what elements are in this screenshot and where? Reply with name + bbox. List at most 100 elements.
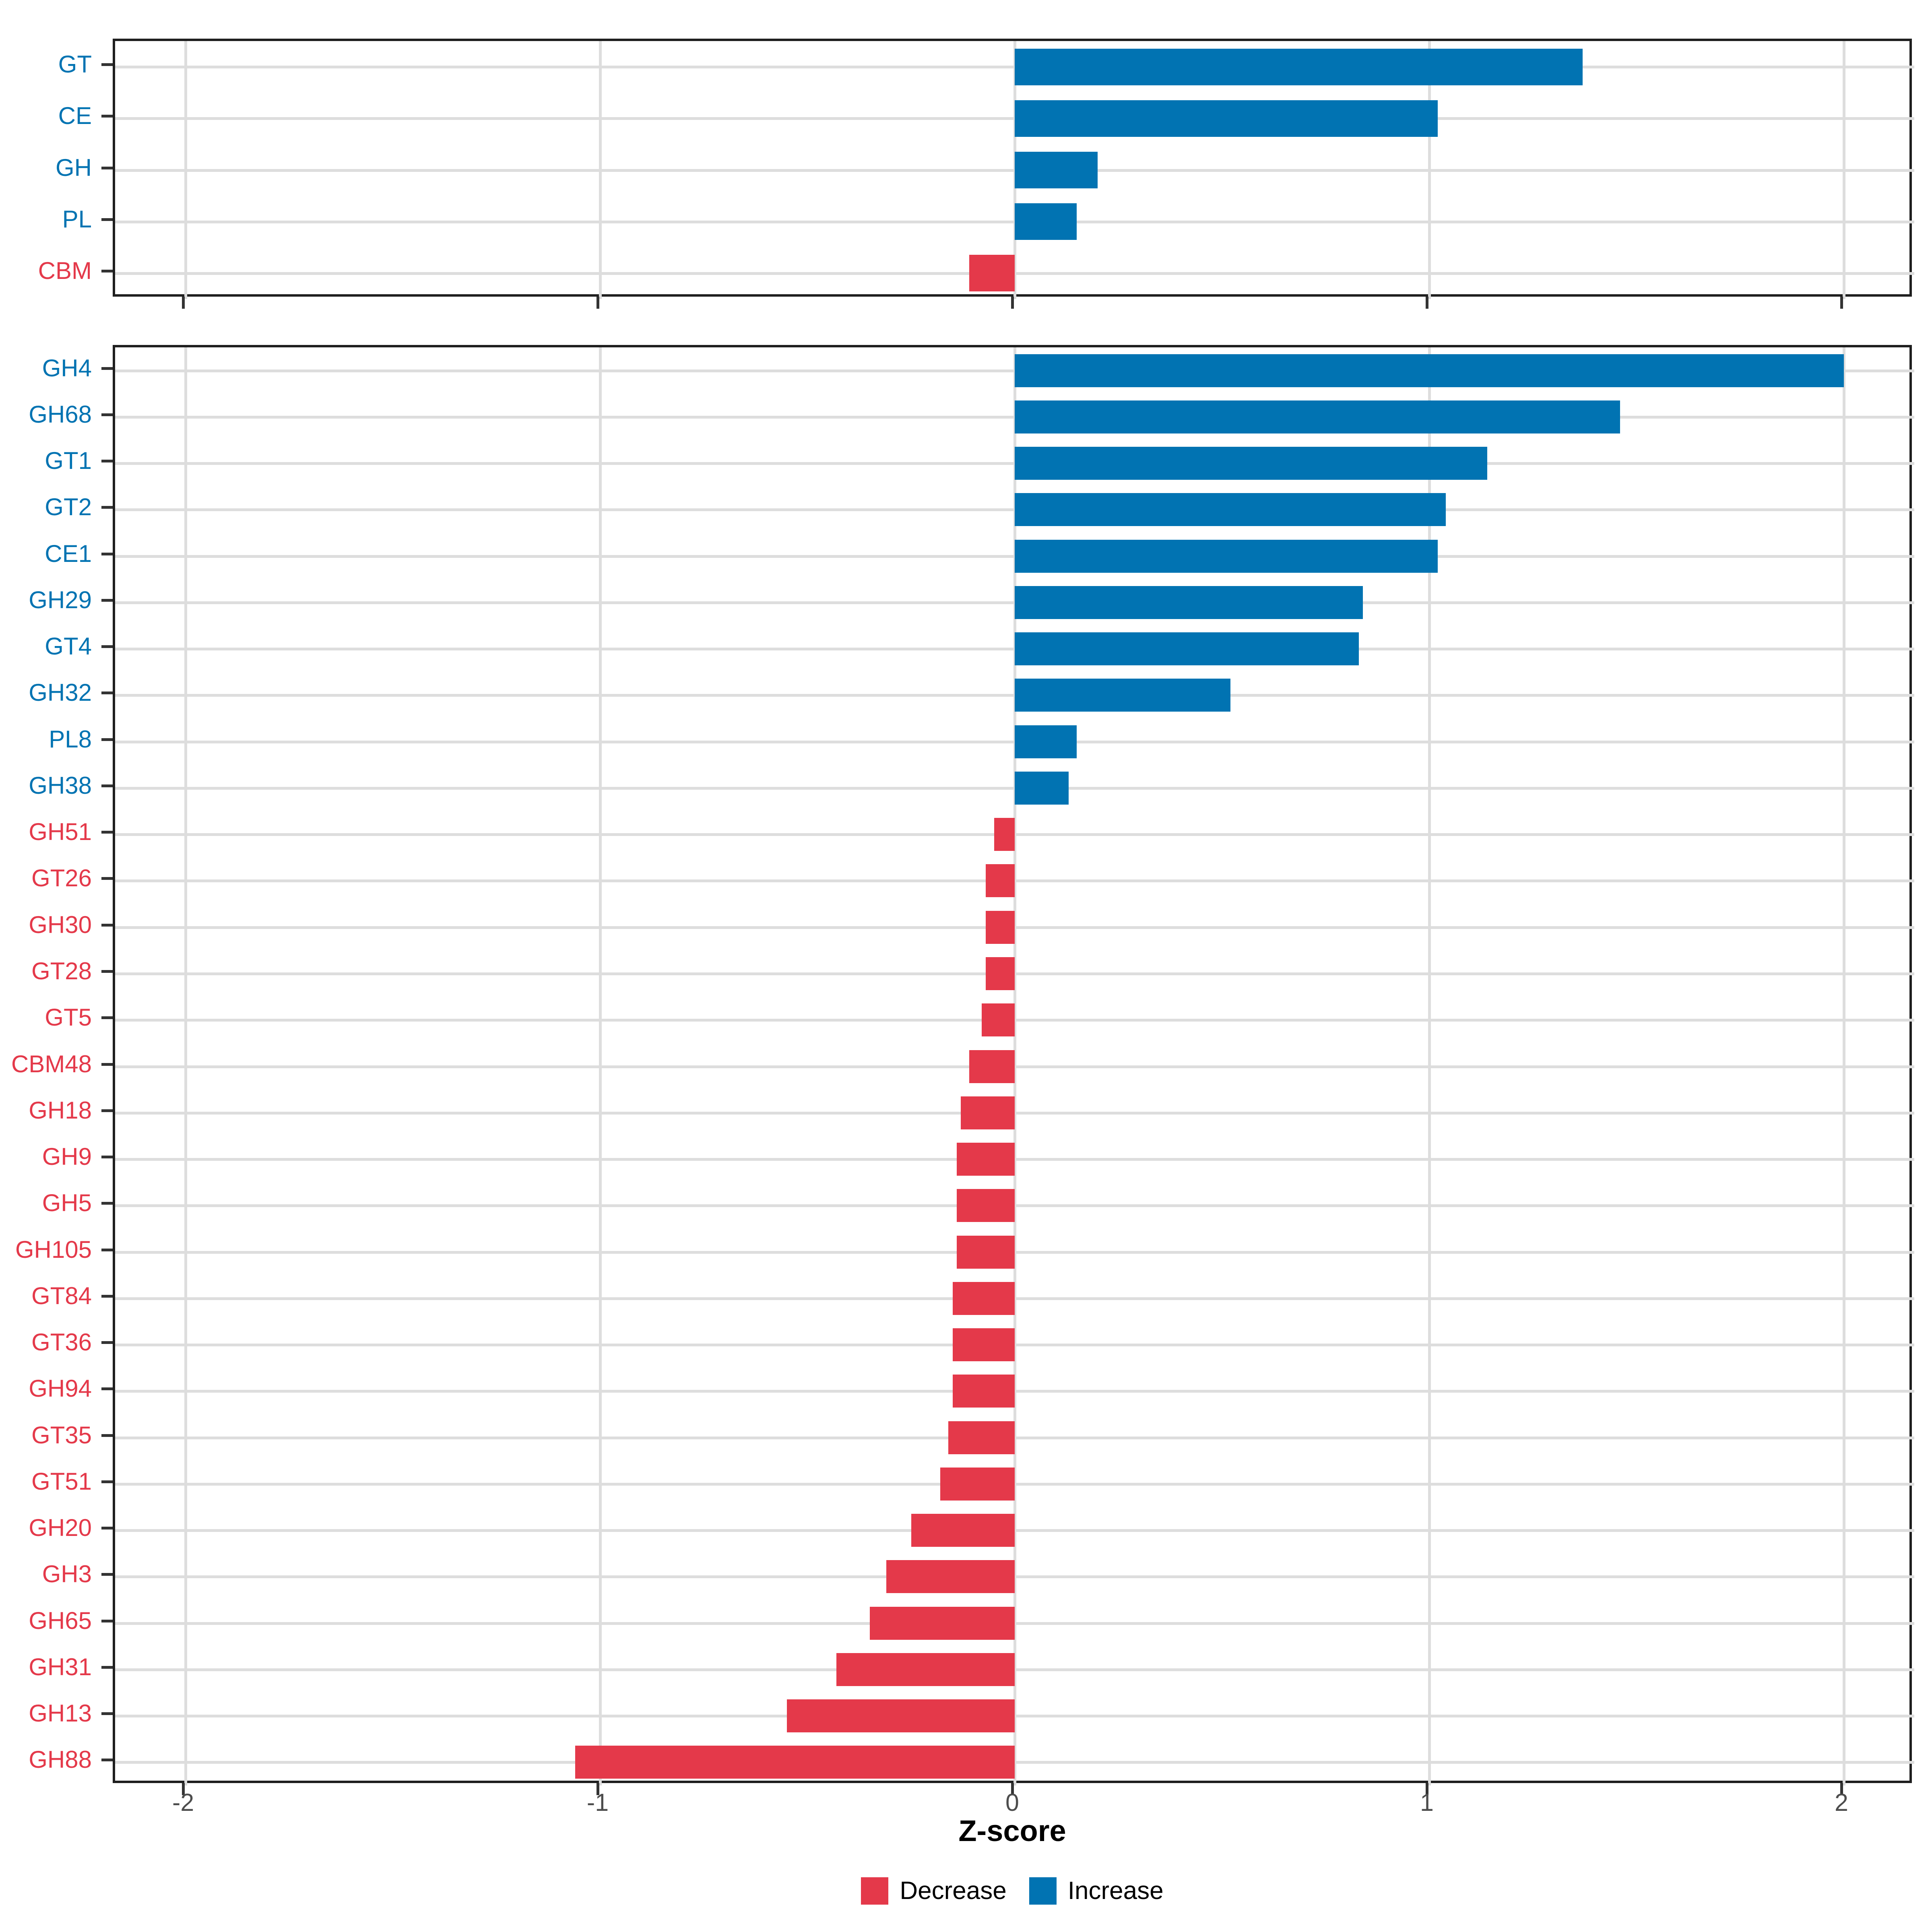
y-axis-tick bbox=[101, 923, 113, 927]
bar-gh20 bbox=[911, 1514, 1015, 1547]
legend-item-increase: Increase bbox=[1029, 1877, 1164, 1905]
x-axis-tick bbox=[182, 1783, 185, 1795]
y-axis-label-gt26: GT26 bbox=[31, 865, 92, 892]
y-axis-label-gh88: GH88 bbox=[29, 1746, 92, 1773]
y-axis-label-ce1: CE1 bbox=[45, 540, 92, 567]
y-axis-tick bbox=[101, 1527, 113, 1530]
y-axis-tick bbox=[101, 1759, 113, 1762]
y-axis-tick bbox=[101, 115, 113, 118]
y-axis-tick bbox=[101, 970, 113, 973]
y-axis-tick bbox=[101, 413, 113, 416]
bar-gh30 bbox=[985, 910, 1015, 944]
y-axis-label-gh29: GH29 bbox=[29, 586, 92, 613]
x-axis-tick bbox=[597, 297, 600, 309]
bar-gh5 bbox=[956, 1189, 1015, 1222]
y-axis-label-gt28: GT28 bbox=[31, 957, 92, 985]
y-axis-label-gh13: GH13 bbox=[29, 1700, 92, 1727]
y-gridline bbox=[115, 1065, 1914, 1068]
y-axis-tick bbox=[101, 1109, 113, 1112]
legend-key-increase-swatch bbox=[1029, 1877, 1057, 1905]
bar-gt28 bbox=[985, 957, 1015, 990]
y-gridline bbox=[115, 1668, 1914, 1671]
y-gridline bbox=[115, 926, 1914, 929]
y-gridline bbox=[115, 1622, 1914, 1625]
y-gridline bbox=[115, 1482, 1914, 1486]
y-axis-tick bbox=[101, 645, 113, 648]
bar-gt36 bbox=[952, 1328, 1015, 1362]
y-axis-label-gh51: GH51 bbox=[29, 818, 92, 846]
x-axis-tick bbox=[1840, 1783, 1843, 1795]
y-axis-label-pl: PL bbox=[62, 205, 92, 233]
y-axis-tick bbox=[101, 1341, 113, 1344]
y-gridline bbox=[115, 1390, 1914, 1393]
bar-gh31 bbox=[836, 1653, 1015, 1686]
bar-gh88 bbox=[575, 1746, 1015, 1779]
y-axis-tick bbox=[101, 367, 113, 370]
y-gridline bbox=[115, 1111, 1914, 1115]
y-gridline bbox=[115, 272, 1914, 275]
y-axis-tick bbox=[101, 1573, 113, 1576]
y-axis-tick bbox=[101, 1156, 113, 1159]
y-axis-label-gh3: GH3 bbox=[42, 1560, 92, 1588]
bar-gh94 bbox=[952, 1375, 1015, 1408]
bar-gh3 bbox=[886, 1560, 1015, 1593]
y-axis-tick bbox=[101, 269, 113, 272]
x-axis-tick bbox=[1425, 297, 1428, 309]
x-axis-title: Z-score bbox=[958, 1814, 1066, 1847]
x-axis-tick bbox=[1425, 1783, 1428, 1795]
bar-gh65 bbox=[869, 1606, 1015, 1640]
y-axis-tick bbox=[101, 1480, 113, 1483]
legend-label-decrease: Decrease bbox=[900, 1877, 1007, 1905]
y-axis-label-gh9: GH9 bbox=[42, 1143, 92, 1170]
y-axis-label-ce: CE bbox=[58, 102, 92, 130]
y-axis-tick bbox=[101, 877, 113, 880]
y-gridline bbox=[115, 879, 1914, 883]
bar-cbm bbox=[969, 255, 1015, 292]
y-axis-label-gh38: GH38 bbox=[29, 772, 92, 799]
y-axis-tick bbox=[101, 738, 113, 741]
y-gridline bbox=[115, 1529, 1914, 1532]
bar-gt2 bbox=[1015, 493, 1446, 526]
legend-item-decrease: Decrease bbox=[861, 1877, 1007, 1905]
bar-gt4 bbox=[1015, 632, 1359, 666]
y-axis-tick bbox=[101, 691, 113, 695]
y-axis-tick bbox=[101, 831, 113, 834]
bar-ce1 bbox=[1015, 539, 1438, 573]
y-axis-tick bbox=[101, 63, 113, 66]
legend-key-decrease-swatch bbox=[861, 1877, 889, 1905]
y-axis-tick bbox=[101, 1248, 113, 1251]
y-axis-label-gt2: GT2 bbox=[45, 493, 92, 521]
y-axis-label-cbm48: CBM48 bbox=[11, 1050, 92, 1077]
y-axis-tick bbox=[101, 599, 113, 602]
y-axis-tick bbox=[101, 1666, 113, 1669]
panel-family-level bbox=[113, 345, 1914, 1785]
y-gridline bbox=[115, 972, 1914, 975]
y-gridline bbox=[115, 833, 1914, 836]
y-axis-label-gh105: GH105 bbox=[15, 1236, 92, 1263]
y-axis-label-gh20: GH20 bbox=[29, 1514, 92, 1542]
y-axis-tick bbox=[101, 784, 113, 787]
y-gridline bbox=[115, 1344, 1914, 1347]
x-axis-tick-label: 0 bbox=[1005, 1789, 1019, 1816]
y-axis-label-gt84: GT84 bbox=[31, 1282, 92, 1309]
y-axis-tick bbox=[101, 1016, 113, 1020]
bar-gh29 bbox=[1015, 586, 1363, 619]
y-axis-tick bbox=[101, 1434, 113, 1437]
y-axis-tick bbox=[101, 1712, 113, 1715]
y-axis-tick bbox=[101, 218, 113, 221]
y-axis-label-gt35: GT35 bbox=[31, 1421, 92, 1449]
y-axis-tick bbox=[101, 552, 113, 555]
y-axis-label-gh65: GH65 bbox=[29, 1607, 92, 1634]
bar-cbm48 bbox=[969, 1050, 1015, 1083]
y-axis-tick bbox=[101, 460, 113, 463]
y-axis-label-pl8: PL8 bbox=[49, 725, 92, 753]
bar-gh105 bbox=[956, 1235, 1015, 1269]
x-axis-tick-label: 1 bbox=[1420, 1789, 1434, 1816]
bar-gt84 bbox=[952, 1282, 1015, 1315]
y-gridline bbox=[115, 1251, 1914, 1254]
bar-gh9 bbox=[956, 1143, 1015, 1176]
bar-pl bbox=[1015, 203, 1077, 240]
y-gridline bbox=[115, 1158, 1914, 1161]
bar-gh4 bbox=[1015, 354, 1844, 387]
